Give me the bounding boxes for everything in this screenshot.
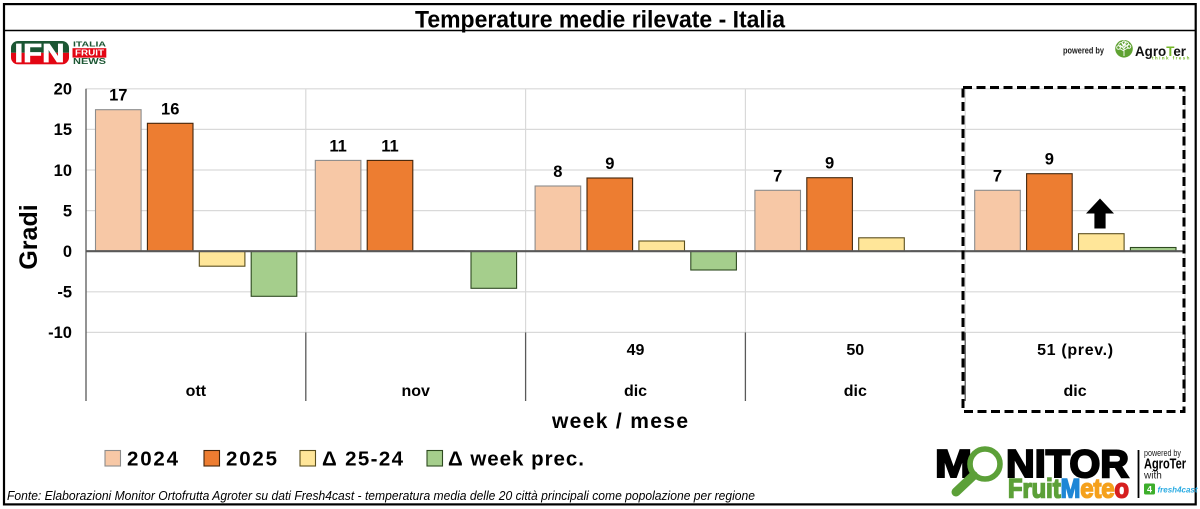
svg-text:powered by: powered by (1144, 448, 1181, 459)
svg-text:NEWS: NEWS (73, 57, 106, 66)
svg-text:IFN: IFN (15, 38, 65, 68)
svg-text:20: 20 (54, 81, 72, 99)
svg-text:11: 11 (329, 137, 346, 155)
svg-text:9: 9 (825, 155, 834, 173)
svg-text:Temperature medie rilevate - I: Temperature medie rilevate - Italia (415, 7, 786, 34)
svg-text:AgroTer: AgroTer (1144, 457, 1186, 473)
svg-text:15: 15 (54, 121, 72, 139)
svg-text:dic: dic (844, 383, 867, 400)
svg-text:fresh4cast: fresh4cast (1158, 486, 1198, 495)
svg-text:4: 4 (1147, 485, 1152, 495)
svg-text:ITALIA: ITALIA (73, 40, 107, 49)
svg-text:ott: ott (186, 383, 207, 400)
svg-text:week / mese: week / mese (551, 410, 688, 433)
svg-text:0: 0 (63, 243, 72, 261)
svg-text:AgroTer: AgroTer (1135, 44, 1187, 59)
svg-text:dic: dic (1064, 383, 1087, 400)
svg-text:16: 16 (161, 100, 179, 118)
svg-text:2024: 2024 (127, 448, 179, 471)
svg-text:dic: dic (624, 383, 647, 400)
svg-text:-5: -5 (57, 284, 72, 302)
svg-text:49: 49 (627, 342, 645, 359)
svg-text:7: 7 (993, 167, 1002, 185)
svg-text:Δ 25-24: Δ 25-24 (322, 448, 404, 471)
svg-text:think fresh: think fresh (1152, 56, 1191, 61)
svg-text:-10: -10 (48, 324, 72, 342)
svg-text:11: 11 (381, 137, 398, 155)
svg-text:with: with (1143, 471, 1162, 482)
svg-text:FRUIT: FRUIT (75, 49, 104, 58)
svg-text:Fonte: Elaborazioni Monitor Or: Fonte: Elaborazioni Monitor Ortofrutta A… (7, 489, 755, 503)
svg-text:10: 10 (54, 162, 72, 180)
svg-text:17: 17 (109, 87, 127, 105)
svg-text:FruitMeteo: FruitMeteo (1008, 474, 1129, 504)
svg-text:nov: nov (401, 383, 430, 400)
svg-text:9: 9 (605, 155, 614, 173)
svg-text:Δ week prec.: Δ week prec. (448, 448, 584, 471)
svg-text:powered by: powered by (1063, 46, 1105, 57)
svg-text:2025: 2025 (226, 448, 277, 471)
svg-text:9: 9 (1045, 151, 1054, 169)
svg-text:5: 5 (63, 202, 72, 220)
svg-text:NITOR: NITOR (1006, 443, 1129, 486)
svg-text:51 (prev.): 51 (prev.) (1037, 342, 1113, 359)
svg-text:8: 8 (553, 163, 562, 181)
svg-text:7: 7 (773, 167, 782, 185)
svg-text:Gradi: Gradi (15, 204, 43, 269)
svg-text:50: 50 (846, 342, 864, 359)
